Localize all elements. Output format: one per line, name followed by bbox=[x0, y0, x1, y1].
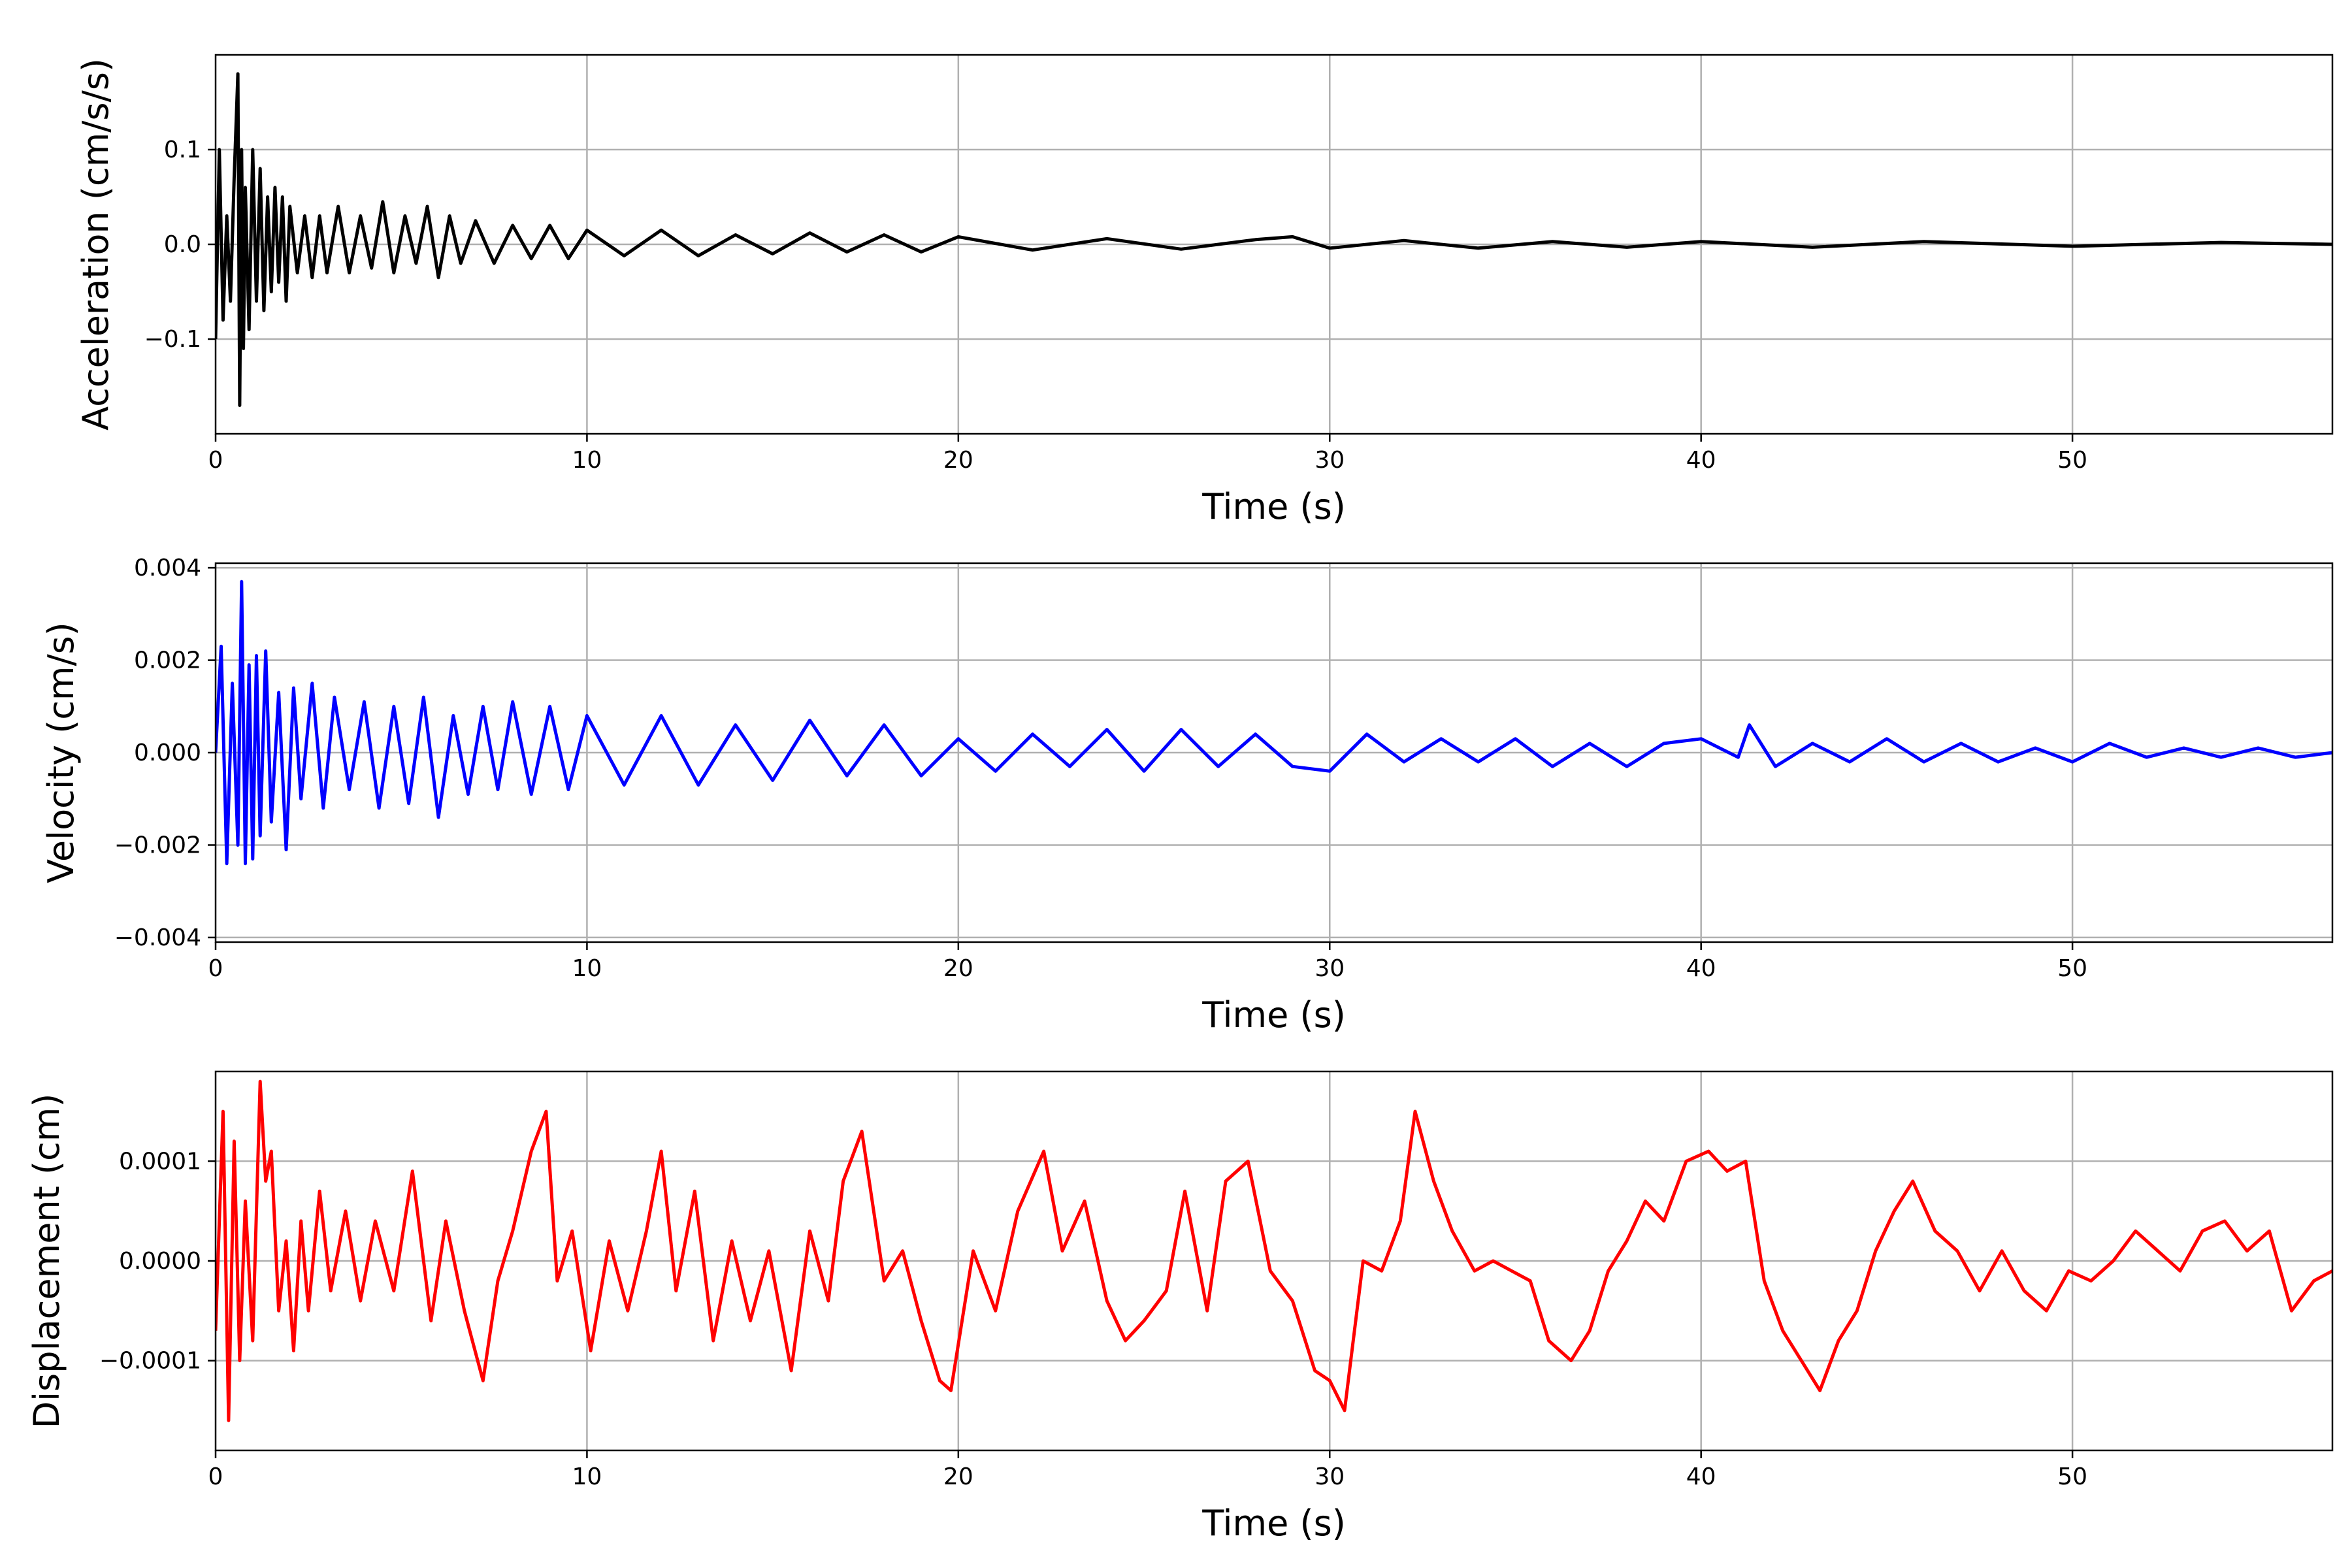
velocity-ytick-label: 0.002 bbox=[134, 647, 201, 674]
acceleration-yaxis-label: Acceleration (cm/s/s) bbox=[75, 58, 116, 431]
acceleration-ytick-label: 0.1 bbox=[164, 137, 201, 163]
velocity-ytick-label: 0.000 bbox=[134, 740, 201, 766]
velocity-xtick-label: 10 bbox=[572, 955, 602, 982]
acceleration-xtick-label: 10 bbox=[572, 447, 602, 474]
displacement-xtick-label: 20 bbox=[943, 1463, 973, 1490]
displacement-xtick-label: 0 bbox=[208, 1463, 223, 1490]
displacement-xtick-label: 50 bbox=[2057, 1463, 2087, 1490]
velocity-series-line bbox=[216, 580, 2332, 866]
displacement-ytick-label: −0.0001 bbox=[99, 1348, 201, 1375]
velocity-yaxis-label: Velocity (cm/s) bbox=[41, 622, 82, 883]
acceleration-xaxis-label: Time (s) bbox=[1201, 486, 1346, 527]
acceleration-xtick-label: 50 bbox=[2057, 447, 2087, 474]
velocity-xtick-label: 0 bbox=[208, 955, 223, 982]
acceleration-ytick-label: −0.1 bbox=[144, 326, 201, 353]
velocity-ytick-label: −0.002 bbox=[114, 832, 201, 858]
displacement-xtick-label: 30 bbox=[1315, 1463, 1345, 1490]
displacement-ytick-label: 0.0000 bbox=[119, 1248, 201, 1275]
velocity-xtick-label: 40 bbox=[1686, 955, 1716, 982]
velocity-xtick-label: 30 bbox=[1315, 955, 1345, 982]
velocity-ytick-label: −0.004 bbox=[114, 924, 201, 951]
displacement-xaxis-label: Time (s) bbox=[1201, 1503, 1346, 1544]
acceleration-xtick-label: 20 bbox=[943, 447, 973, 474]
acceleration-xtick-label: 0 bbox=[208, 447, 223, 474]
acceleration-panel: 0 10 20 30 40 50 −0.1 0.0 0.1 Time (s) Acceleratio… bbox=[75, 54, 2334, 527]
velocity-panel: 0 10 20 30 40 50 −0.004 −0.002 0.000 0.002 0.004 Ti… bbox=[41, 555, 2334, 1036]
acceleration-xtick-label: 40 bbox=[1686, 447, 1716, 474]
acceleration-series-line bbox=[216, 72, 2332, 407]
acceleration-xtick-label: 30 bbox=[1315, 447, 1345, 474]
displacement-xtick-label: 40 bbox=[1686, 1463, 1716, 1490]
displacement-panel: 0 10 20 30 40 50 −0.0001 0.0000 0.0001 Time (s) Di… bbox=[26, 1070, 2334, 1544]
velocity-xtick-label: 50 bbox=[2057, 955, 2087, 982]
velocity-xtick-label: 20 bbox=[943, 955, 973, 982]
velocity-xaxis-label: Time (s) bbox=[1201, 994, 1346, 1036]
velocity-ytick-label: 0.004 bbox=[134, 555, 201, 581]
displacement-series-line bbox=[216, 1079, 2332, 1422]
displacement-ytick-label: 0.0001 bbox=[119, 1148, 201, 1175]
displacement-yaxis-label: Displacement (cm) bbox=[26, 1094, 67, 1429]
acceleration-ytick-label: 0.0 bbox=[164, 231, 201, 258]
displacement-xtick-label: 10 bbox=[572, 1463, 602, 1490]
